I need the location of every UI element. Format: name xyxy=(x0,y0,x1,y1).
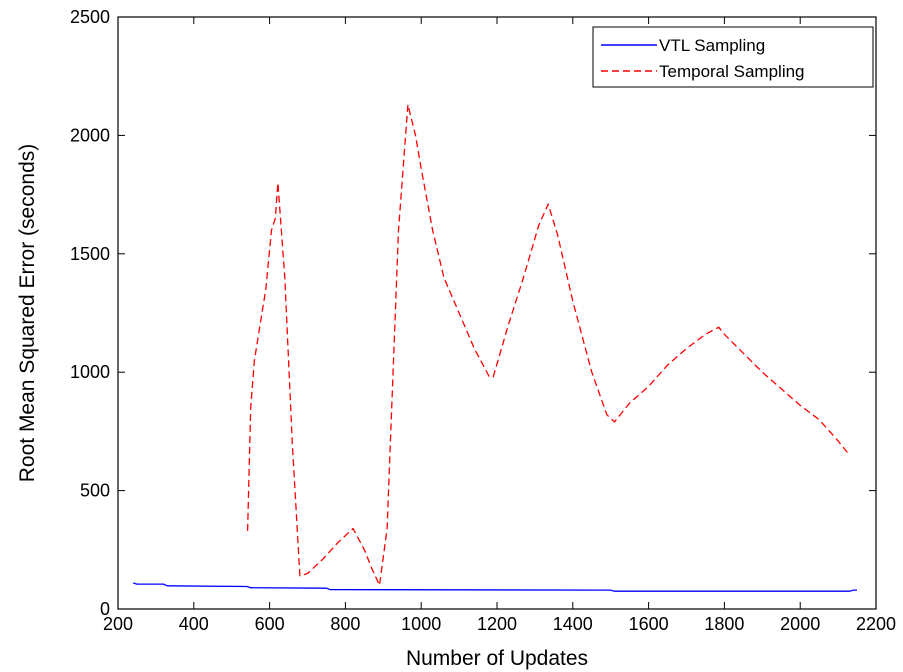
x-tick-label: 1000 xyxy=(401,614,441,634)
x-tick-label: 1400 xyxy=(553,614,593,634)
y-tick-label: 500 xyxy=(80,481,110,501)
y-tick-label: 2500 xyxy=(70,7,110,27)
legend-label-temporal: Temporal Sampling xyxy=(659,62,805,81)
x-axis-label: Number of Updates xyxy=(406,647,588,670)
y-tick-label: 2000 xyxy=(70,125,110,145)
x-tick-label: 800 xyxy=(330,614,360,634)
x-tick-label: 600 xyxy=(255,614,285,634)
series-line-temporal xyxy=(246,103,851,586)
legend-box xyxy=(592,26,874,88)
series-layer xyxy=(133,103,857,592)
x-tick-label: 1800 xyxy=(704,614,744,634)
y-tick-label: 1000 xyxy=(70,362,110,382)
legend-label-vtl: VTL Sampling xyxy=(659,36,765,55)
x-tick-label: 1600 xyxy=(629,614,669,634)
x-tick-label: 2200 xyxy=(856,614,896,634)
x-tick-label: 200 xyxy=(103,614,133,634)
plot-area xyxy=(118,17,876,609)
legend: VTL Sampling Temporal Sampling xyxy=(592,26,874,88)
y-tick-label: 1500 xyxy=(70,244,110,264)
x-tick-label: 1200 xyxy=(477,614,517,634)
x-tick-label: 400 xyxy=(179,614,209,634)
ticks-layer: 200 400 600 800 1000 1200 1400 1600 1800 2000 2200… xyxy=(70,7,896,634)
y-tick-label: 0 xyxy=(100,599,110,619)
series-line-vtl xyxy=(133,582,857,592)
y-axis-label: Root Mean Squared Error (seconds) xyxy=(16,144,39,483)
x-tick-label: 2000 xyxy=(780,614,820,634)
